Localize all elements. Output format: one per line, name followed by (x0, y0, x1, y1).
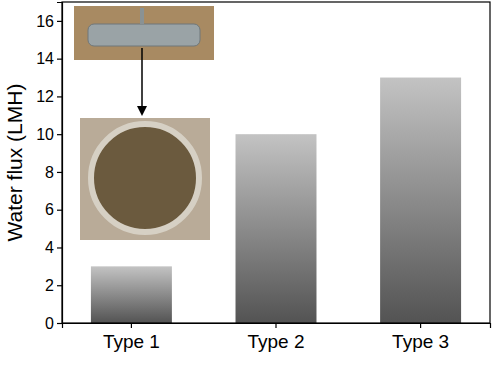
photo-background (80, 118, 210, 240)
y-tick-mark (57, 285, 62, 286)
y-tick: 14 (36, 50, 62, 67)
bar (91, 266, 172, 323)
inset-photo (74, 6, 214, 240)
y-tick: 0 (45, 315, 62, 332)
x-tick-label: Type 1 (103, 331, 160, 352)
y-tick-mark (57, 247, 62, 248)
x-axis: Type 1 Type 2 Type 3 (63, 323, 491, 352)
x-tick-mark (275, 323, 276, 328)
chart: 0 2 4 6 8 10 12 14 16 Type 1 Type 2 Type 3 Water flu… (0, 0, 492, 390)
y-tick-mark (57, 210, 62, 211)
y-tick: 10 (36, 126, 62, 143)
module-port (140, 8, 144, 24)
bars (91, 78, 461, 323)
y-tick: 12 (36, 88, 62, 105)
y-tick-label: 14 (36, 50, 54, 67)
y-tick-mark (57, 59, 62, 60)
y-axis-line (57, 3, 63, 324)
y-tick: 16 (36, 13, 62, 30)
x-tick: Type 1 (103, 323, 160, 352)
module-cross-section (91, 124, 199, 232)
inset-arrow (141, 48, 143, 112)
inset-arrow-head (137, 106, 147, 116)
x-tick-mark (420, 323, 421, 328)
x-axis-line (63, 324, 491, 329)
y-tick-label: 6 (45, 201, 54, 218)
y-tick-label: 8 (45, 164, 54, 181)
x-tick-label: Type 3 (392, 331, 449, 352)
y-tick-mark (57, 96, 62, 97)
y-tick: 6 (45, 201, 62, 218)
bar (380, 78, 461, 323)
y-tick-mark (57, 172, 62, 173)
y-tick-label: 12 (36, 88, 54, 105)
y-axis: 0 2 4 6 8 10 12 14 16 (36, 3, 62, 332)
y-tick: 8 (45, 164, 62, 181)
y-axis-title: Water flux (LMH) (3, 84, 26, 242)
x-tick-mark (131, 323, 132, 328)
module-body (88, 24, 200, 46)
y-tick: 4 (45, 239, 62, 256)
plot-frame (62, 2, 490, 323)
y-tick-mark (57, 134, 62, 135)
y-tick-label: 0 (45, 315, 54, 332)
y-tick-mark (57, 323, 62, 324)
x-tick-label: Type 2 (247, 331, 304, 352)
x-tick: Type 3 (392, 323, 449, 352)
y-tick: 2 (45, 277, 62, 294)
bar (236, 134, 317, 323)
y-tick-label: 2 (45, 277, 54, 294)
x-tick: Type 2 (247, 323, 304, 352)
y-tick-label: 16 (36, 13, 54, 30)
photo-background (74, 6, 214, 60)
y-tick-label: 10 (36, 126, 54, 143)
y-tick-label: 4 (45, 239, 54, 256)
y-tick-mark (57, 21, 62, 22)
